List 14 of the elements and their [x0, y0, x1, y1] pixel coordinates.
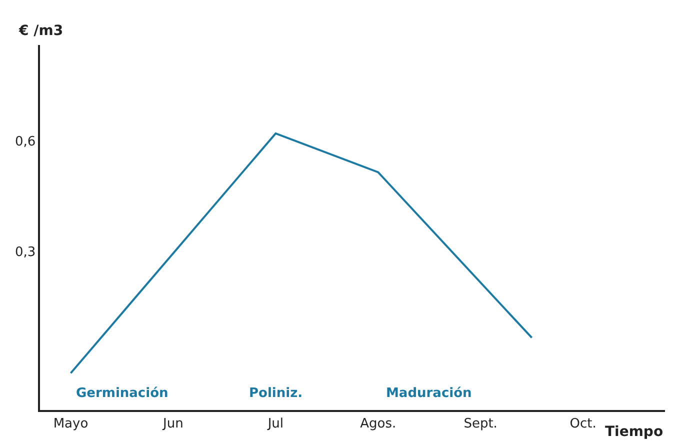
line-series [70, 132, 533, 374]
x-tick-label: Mayo [53, 416, 88, 432]
x-tick-label: Jul [266, 416, 284, 432]
annotation: Poliniz. [249, 386, 303, 401]
x-axis-title: Tiempo [605, 424, 664, 440]
annotation: Germinación [76, 386, 168, 401]
x-tick-label: Agos. [360, 416, 396, 432]
x-tick-label: Oct. [570, 416, 596, 432]
y-tick-label: 0,3 [14, 245, 36, 260]
x-tick-label: Jun [162, 416, 184, 432]
y-axis-title: € /m3 [18, 23, 64, 39]
y-tick-label: 0,6 [14, 134, 36, 150]
x-tick-label: Sept. [464, 416, 498, 432]
annotation: Maduración [386, 386, 472, 401]
